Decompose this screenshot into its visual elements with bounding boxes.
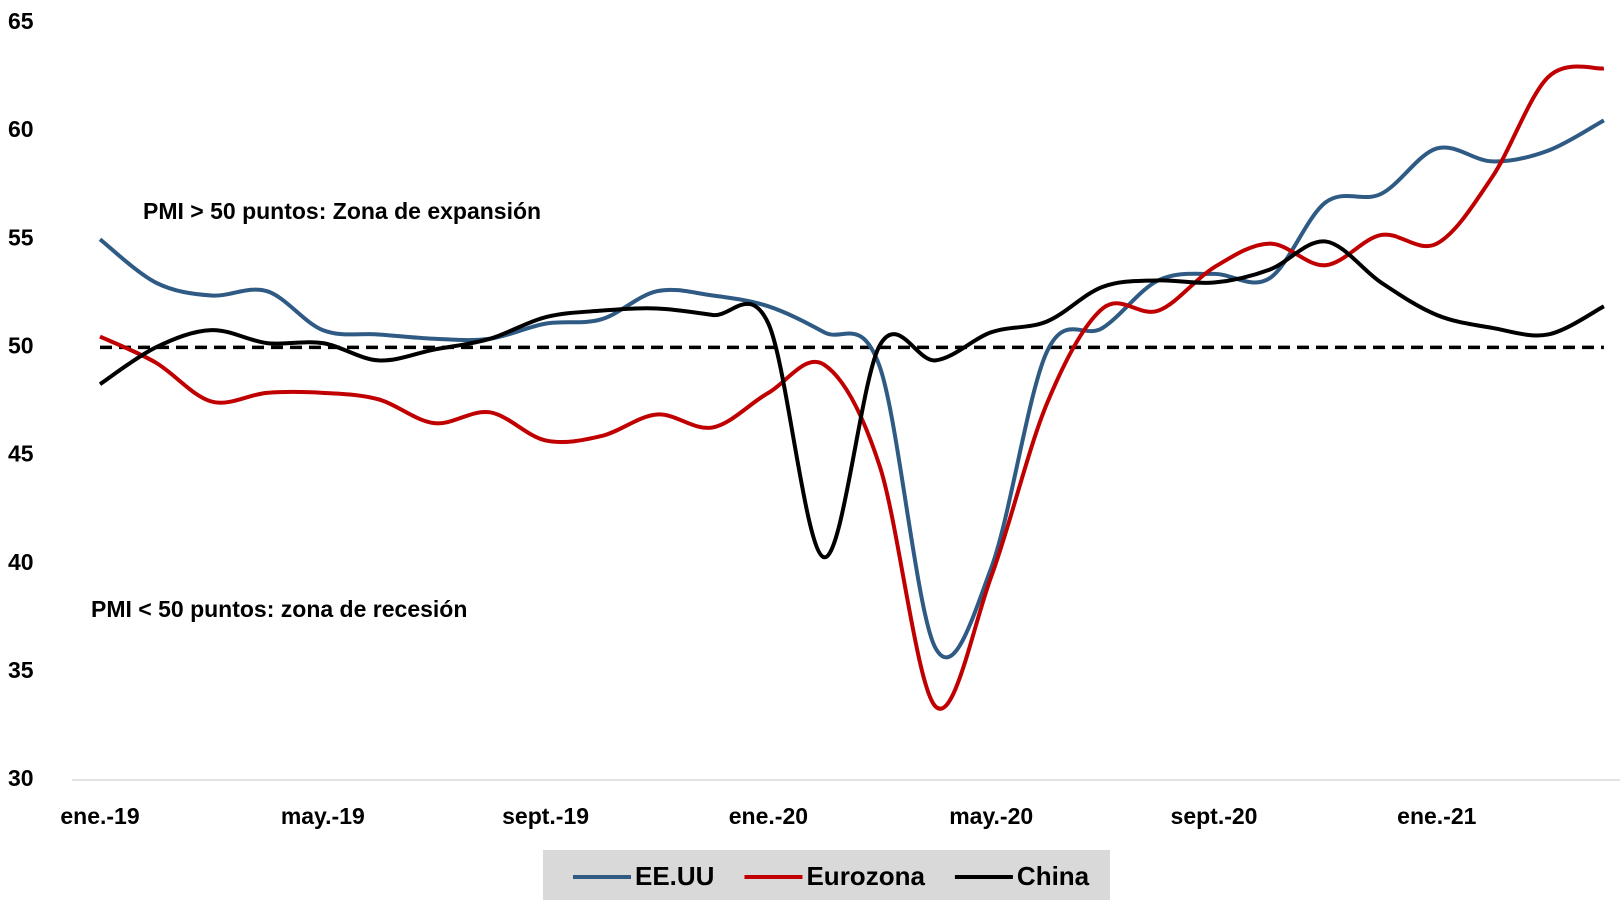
series-line — [98, 239, 1605, 560]
x-tick-label: may.-20 — [949, 803, 1033, 829]
y-tick-label: 35 — [8, 657, 34, 683]
annotation: PMI > 50 puntos: Zona de expansión — [143, 198, 541, 224]
legend-background — [543, 850, 1110, 900]
x-tick-label: sept.-20 — [1171, 803, 1258, 829]
legend: EE.UU Eurozona China — [543, 850, 1110, 900]
y-tick-label: 50 — [8, 333, 34, 359]
y-tick-label: 55 — [8, 224, 34, 250]
legend-label: EE.UU — [635, 861, 714, 891]
y-tick-label: 60 — [8, 116, 34, 142]
x-tick-label: ene.-21 — [1397, 803, 1476, 829]
annotation: PMI < 50 puntos: zona de recesión — [91, 596, 467, 622]
y-tick-label: 65 — [8, 8, 34, 34]
x-tick-label: sept.-19 — [502, 803, 589, 829]
x-tick-label: ene.-19 — [60, 803, 139, 829]
series-line — [98, 118, 1605, 660]
y-tick-label: 30 — [8, 765, 34, 791]
legend-label: Eurozona — [806, 861, 925, 891]
y-tick-label: 45 — [8, 441, 34, 467]
y-tick-label: 40 — [8, 549, 34, 575]
x-tick-label: may.-19 — [281, 803, 365, 829]
x-tick-label: ene.-20 — [729, 803, 808, 829]
series-line — [99, 64, 1605, 711]
legend-label: China — [1017, 861, 1090, 891]
